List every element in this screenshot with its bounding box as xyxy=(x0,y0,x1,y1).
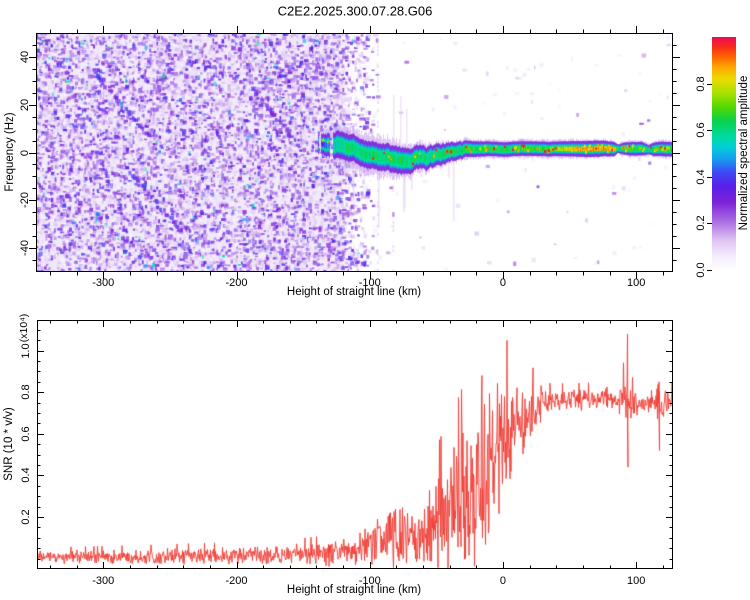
tick-label: 0.6 xyxy=(20,426,32,442)
tick-label: 1.0 xyxy=(20,342,32,359)
tick-label: 0.2 xyxy=(20,509,32,525)
tick-label: 0.8 xyxy=(20,384,32,400)
tick-label: -200 xyxy=(225,575,248,587)
snr-line-plot xyxy=(37,320,673,569)
snr-axis-label: SNR (10 * v/v) xyxy=(3,407,15,481)
tick-label: 0.0 xyxy=(695,262,707,278)
tick-label: 100 xyxy=(627,277,646,289)
tick-label: 0 xyxy=(19,149,31,156)
colorbar-axis-label: Normalized spectral amplitude xyxy=(738,75,750,231)
tick-label: 0.4 xyxy=(695,169,707,185)
figure-title: C2E2.2025.300.07.28.G06 xyxy=(277,3,433,19)
tick-label: 40 xyxy=(19,50,31,64)
tick-label: -200 xyxy=(225,277,248,289)
top-x-axis-label: Height of straight line (km) xyxy=(286,286,422,298)
tick-label: -300 xyxy=(92,575,115,587)
tick-label: 0.6 xyxy=(695,122,707,138)
colorbar-gradient xyxy=(712,37,736,270)
tick-label: 0 xyxy=(499,575,507,587)
tick-label: -100 xyxy=(358,277,381,289)
tick-label: -300 xyxy=(92,277,115,289)
tick-label: -100 xyxy=(358,575,381,587)
spectrogram-image xyxy=(36,33,673,272)
tick-label: 100 xyxy=(627,575,646,587)
tick-label: 0.4 xyxy=(20,467,32,484)
frequency-axis-label: Frequency (Hz) xyxy=(4,112,16,192)
tick-label: 20 xyxy=(19,98,31,111)
snr-scale-note: (x10⁴) xyxy=(18,313,30,343)
tick-label: 0.2 xyxy=(695,215,707,232)
tick-label: -40 xyxy=(19,240,31,257)
bottom-x-axis-label: Height of straight line (km) xyxy=(286,584,422,596)
tick-label: 0.8 xyxy=(695,75,707,92)
tick-label: 0 xyxy=(499,277,507,289)
tick-label: -20 xyxy=(19,192,31,209)
